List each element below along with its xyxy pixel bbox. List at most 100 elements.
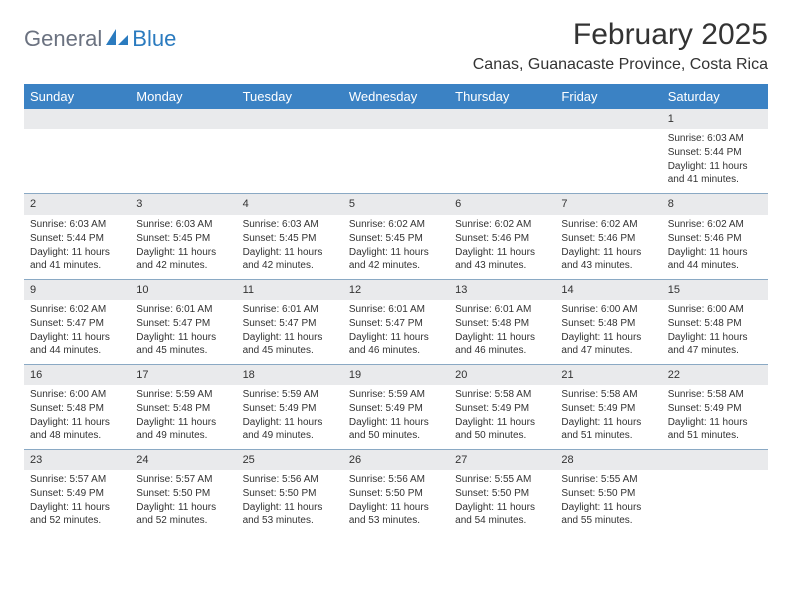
cell-body: Sunrise: 6:01 AMSunset: 5:47 PMDaylight:… xyxy=(237,300,343,364)
sunset-text: Sunset: 5:47 PM xyxy=(136,317,230,330)
sunrise-text: Sunrise: 6:01 AM xyxy=(455,303,549,316)
day-headers-row: Sunday Monday Tuesday Wednesday Thursday… xyxy=(24,84,768,109)
sunrise-text: Sunrise: 5:56 AM xyxy=(349,473,443,486)
day-number: 22 xyxy=(662,365,768,385)
calendar-cell: 21Sunrise: 5:58 AMSunset: 5:49 PMDayligh… xyxy=(555,365,661,449)
daylight-text: Daylight: 11 hours and 45 minutes. xyxy=(136,331,230,357)
sunrise-text: Sunrise: 5:59 AM xyxy=(243,388,337,401)
calendar-cell xyxy=(343,109,449,193)
sunset-text: Sunset: 5:50 PM xyxy=(455,487,549,500)
calendar-cell: 1Sunrise: 6:03 AMSunset: 5:44 PMDaylight… xyxy=(662,109,768,193)
cell-body: Sunrise: 6:03 AMSunset: 5:45 PMDaylight:… xyxy=(130,215,236,279)
cell-body: Sunrise: 5:55 AMSunset: 5:50 PMDaylight:… xyxy=(555,470,661,534)
sunset-text: Sunset: 5:49 PM xyxy=(243,402,337,415)
calendar-cell: 4Sunrise: 6:03 AMSunset: 5:45 PMDaylight… xyxy=(237,194,343,278)
sunset-text: Sunset: 5:47 PM xyxy=(349,317,443,330)
sunset-text: Sunset: 5:45 PM xyxy=(243,232,337,245)
cell-body: Sunrise: 5:56 AMSunset: 5:50 PMDaylight:… xyxy=(237,470,343,534)
sunrise-text: Sunrise: 6:02 AM xyxy=(30,303,124,316)
sunrise-text: Sunrise: 6:03 AM xyxy=(30,218,124,231)
week-row: 23Sunrise: 5:57 AMSunset: 5:49 PMDayligh… xyxy=(24,449,768,534)
calendar-cell: 17Sunrise: 5:59 AMSunset: 5:48 PMDayligh… xyxy=(130,365,236,449)
sunrise-text: Sunrise: 6:03 AM xyxy=(243,218,337,231)
daylight-text: Daylight: 11 hours and 44 minutes. xyxy=(668,246,762,272)
cell-body: Sunrise: 6:00 AMSunset: 5:48 PMDaylight:… xyxy=(24,385,130,449)
cell-body: Sunrise: 6:00 AMSunset: 5:48 PMDaylight:… xyxy=(662,300,768,364)
day-number xyxy=(24,109,130,129)
day-number: 16 xyxy=(24,365,130,385)
calendar-cell xyxy=(237,109,343,193)
sunset-text: Sunset: 5:45 PM xyxy=(349,232,443,245)
day-number: 13 xyxy=(449,280,555,300)
day-number: 2 xyxy=(24,194,130,214)
sunset-text: Sunset: 5:49 PM xyxy=(455,402,549,415)
sunrise-text: Sunrise: 6:01 AM xyxy=(349,303,443,316)
sunrise-text: Sunrise: 6:02 AM xyxy=(668,218,762,231)
sunrise-text: Sunrise: 5:55 AM xyxy=(455,473,549,486)
calendar-cell: 13Sunrise: 6:01 AMSunset: 5:48 PMDayligh… xyxy=(449,280,555,364)
sunrise-text: Sunrise: 5:59 AM xyxy=(349,388,443,401)
calendar-cell xyxy=(130,109,236,193)
cell-body: Sunrise: 5:58 AMSunset: 5:49 PMDaylight:… xyxy=(662,385,768,449)
daylight-text: Daylight: 11 hours and 50 minutes. xyxy=(455,416,549,442)
day-number: 17 xyxy=(130,365,236,385)
calendar-cell: 11Sunrise: 6:01 AMSunset: 5:47 PMDayligh… xyxy=(237,280,343,364)
calendar: Sunday Monday Tuesday Wednesday Thursday… xyxy=(24,84,768,534)
cell-body: Sunrise: 6:02 AMSunset: 5:46 PMDaylight:… xyxy=(662,215,768,279)
daylight-text: Daylight: 11 hours and 47 minutes. xyxy=(561,331,655,357)
sunrise-text: Sunrise: 5:57 AM xyxy=(136,473,230,486)
cell-body: Sunrise: 6:03 AMSunset: 5:45 PMDaylight:… xyxy=(237,215,343,279)
sunrise-text: Sunrise: 6:03 AM xyxy=(668,132,762,145)
sunset-text: Sunset: 5:50 PM xyxy=(561,487,655,500)
calendar-cell xyxy=(24,109,130,193)
day-number: 12 xyxy=(343,280,449,300)
daylight-text: Daylight: 11 hours and 42 minutes. xyxy=(349,246,443,272)
sunset-text: Sunset: 5:48 PM xyxy=(136,402,230,415)
daylight-text: Daylight: 11 hours and 50 minutes. xyxy=(349,416,443,442)
sunrise-text: Sunrise: 5:58 AM xyxy=(561,388,655,401)
daylight-text: Daylight: 11 hours and 52 minutes. xyxy=(136,501,230,527)
sunset-text: Sunset: 5:50 PM xyxy=(349,487,443,500)
sunrise-text: Sunrise: 5:56 AM xyxy=(243,473,337,486)
day-number: 25 xyxy=(237,450,343,470)
sunrise-text: Sunrise: 6:02 AM xyxy=(455,218,549,231)
day-header-wednesday: Wednesday xyxy=(343,84,449,109)
day-number xyxy=(449,109,555,129)
sunset-text: Sunset: 5:49 PM xyxy=(668,402,762,415)
sunset-text: Sunset: 5:49 PM xyxy=(30,487,124,500)
day-header-sunday: Sunday xyxy=(24,84,130,109)
daylight-text: Daylight: 11 hours and 49 minutes. xyxy=(243,416,337,442)
daylight-text: Daylight: 11 hours and 47 minutes. xyxy=(668,331,762,357)
daylight-text: Daylight: 11 hours and 43 minutes. xyxy=(561,246,655,272)
daylight-text: Daylight: 11 hours and 41 minutes. xyxy=(668,160,762,186)
day-number: 7 xyxy=(555,194,661,214)
day-number xyxy=(130,109,236,129)
sunset-text: Sunset: 5:48 PM xyxy=(668,317,762,330)
day-header-friday: Friday xyxy=(555,84,661,109)
calendar-cell xyxy=(662,450,768,534)
day-number: 6 xyxy=(449,194,555,214)
logo-text-general: General xyxy=(24,26,102,52)
day-number: 1 xyxy=(662,109,768,129)
calendar-cell: 28Sunrise: 5:55 AMSunset: 5:50 PMDayligh… xyxy=(555,450,661,534)
cell-body: Sunrise: 5:55 AMSunset: 5:50 PMDaylight:… xyxy=(449,470,555,534)
calendar-cell: 25Sunrise: 5:56 AMSunset: 5:50 PMDayligh… xyxy=(237,450,343,534)
calendar-cell xyxy=(449,109,555,193)
calendar-cell: 24Sunrise: 5:57 AMSunset: 5:50 PMDayligh… xyxy=(130,450,236,534)
day-number: 14 xyxy=(555,280,661,300)
daylight-text: Daylight: 11 hours and 42 minutes. xyxy=(243,246,337,272)
calendar-cell: 27Sunrise: 5:55 AMSunset: 5:50 PMDayligh… xyxy=(449,450,555,534)
day-header-monday: Monday xyxy=(130,84,236,109)
week-row: 2Sunrise: 6:03 AMSunset: 5:44 PMDaylight… xyxy=(24,193,768,278)
sunset-text: Sunset: 5:49 PM xyxy=(349,402,443,415)
day-header-tuesday: Tuesday xyxy=(237,84,343,109)
cell-body: Sunrise: 6:00 AMSunset: 5:48 PMDaylight:… xyxy=(555,300,661,364)
sunrise-text: Sunrise: 5:57 AM xyxy=(30,473,124,486)
calendar-cell: 15Sunrise: 6:00 AMSunset: 5:48 PMDayligh… xyxy=(662,280,768,364)
month-title: February 2025 xyxy=(473,18,768,52)
day-number: 11 xyxy=(237,280,343,300)
day-number xyxy=(555,109,661,129)
day-number xyxy=(662,450,768,470)
day-number: 4 xyxy=(237,194,343,214)
header: General Blue February 2025 Canas, Guanac… xyxy=(24,18,768,74)
